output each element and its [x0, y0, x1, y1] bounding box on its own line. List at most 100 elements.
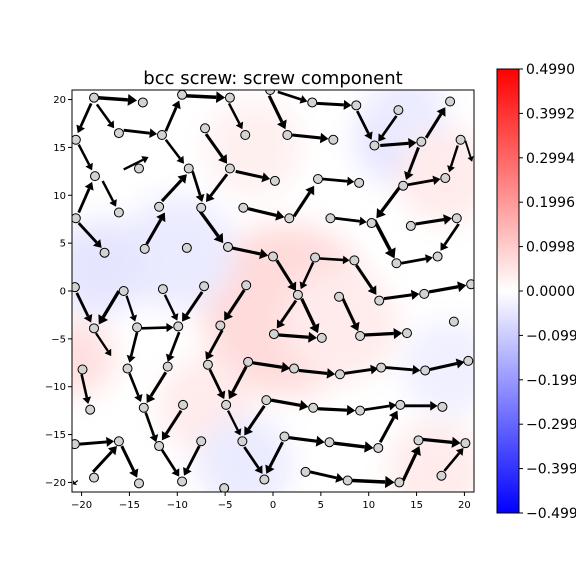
atom-21 [183, 163, 194, 174]
chart-title: bcc screw: screw component [143, 68, 402, 89]
arrow-42 [319, 255, 350, 265]
arrow-96 [91, 446, 117, 473]
atom-75 [463, 355, 474, 366]
arrow-19 [77, 143, 93, 171]
arrow-18 [464, 140, 474, 162]
colorbar-tick-label: −0.299 [526, 417, 576, 433]
atom-0 [89, 92, 100, 103]
atom-28 [72, 213, 81, 224]
atom-71 [289, 363, 300, 374]
atom-76 [85, 404, 96, 415]
atom-47 [72, 282, 80, 293]
y-tick-label: 0 [60, 287, 66, 298]
arrow-61 [141, 323, 174, 333]
color-field [72, 90, 474, 492]
arrow-86 [79, 436, 115, 447]
arrow-54 [341, 298, 360, 332]
arrow-73 [228, 365, 248, 400]
atom-40 [181, 242, 192, 253]
arrow-38 [145, 212, 166, 245]
arrow-2 [76, 102, 93, 134]
arrow-77 [404, 401, 438, 411]
x-tick-label: 20 [458, 500, 471, 511]
y-tick-label: 15 [53, 143, 66, 154]
arrow-36 [440, 223, 460, 251]
arrow-97 [72, 480, 79, 486]
arrow-22 [191, 170, 205, 202]
atom-46 [432, 251, 443, 262]
arrow-29 [101, 180, 117, 207]
arrow-65 [298, 368, 336, 379]
atom-31 [196, 202, 207, 213]
arrow-62 [165, 331, 181, 362]
arrow-1 [184, 91, 226, 104]
arrow-15 [424, 107, 446, 139]
colorbar-axis: 0.4990 0.3992 0.2994 0.1996 0.0998 0.0000 −0.0… [519, 62, 576, 522]
arrow-95 [443, 447, 464, 472]
atom-7 [393, 105, 404, 116]
colorbar-tick-label: 0.0998 [526, 240, 575, 256]
atom-6 [351, 100, 362, 111]
arrow-49 [163, 294, 179, 321]
arrow-39 [231, 246, 269, 260]
atom-33 [284, 213, 295, 224]
arrow-9 [277, 90, 308, 104]
arrow-80 [226, 410, 242, 436]
colorbar-tick-label: 0.1996 [526, 195, 575, 211]
atom-60 [215, 320, 226, 331]
arrow-91 [265, 441, 284, 474]
atom-55 [419, 288, 430, 299]
atom-24 [312, 174, 323, 185]
atom-70 [243, 356, 254, 367]
atom-87 [154, 441, 165, 452]
x-tick-label: −15 [119, 500, 140, 511]
x-axis: −20 −15 −10 −5 0 5 10 15 20 [71, 492, 471, 511]
atom-83 [395, 399, 406, 410]
arrow-24 [206, 173, 229, 202]
atom-1 [137, 97, 148, 108]
atom-84 [437, 401, 448, 412]
arrow-14 [380, 138, 417, 149]
arrow-12 [378, 115, 398, 142]
arrow-51 [224, 289, 246, 321]
colorbar [496, 68, 520, 514]
arrow-25 [322, 176, 355, 186]
arrow-47 [98, 290, 121, 325]
atom-59 [173, 321, 184, 332]
colorbar-tick-label: −0.499 [526, 506, 576, 522]
arrow-82 [287, 435, 325, 447]
atom-2 [177, 90, 188, 100]
arrow-55 [383, 289, 420, 301]
atom-4 [265, 90, 276, 95]
atom-13 [240, 129, 251, 140]
field-blob-9 [387, 420, 474, 492]
arrow-4 [123, 128, 158, 139]
atom-57 [89, 323, 100, 334]
y-tick-label: 20 [53, 95, 66, 106]
arrow-83 [334, 441, 374, 453]
arrow-16 [404, 146, 420, 180]
arrow-90 [243, 446, 263, 474]
arrow-45 [401, 254, 433, 265]
arrow-50 [182, 291, 204, 322]
atom-89 [237, 436, 248, 447]
atom-91 [324, 437, 335, 448]
arrow-85 [422, 436, 461, 448]
atom-8 [445, 96, 456, 107]
atom-23 [269, 175, 280, 186]
colorbar-tick-label: −0.099 [526, 328, 576, 344]
atom-44 [349, 255, 360, 266]
arrow-28 [77, 181, 94, 214]
colorbar-tick-label: 0.0000 [526, 284, 575, 300]
arrow-71 [146, 371, 168, 403]
atom-94 [460, 438, 471, 449]
arrow-5 [164, 100, 181, 132]
atom-14 [282, 129, 293, 140]
x-tick-label: 0 [270, 500, 276, 511]
atom-88 [196, 436, 207, 447]
arrow-23 [235, 169, 271, 183]
atom-97 [177, 476, 188, 487]
atom-81 [308, 402, 319, 413]
arrow-76 [364, 401, 397, 412]
arrow-13 [291, 132, 329, 144]
